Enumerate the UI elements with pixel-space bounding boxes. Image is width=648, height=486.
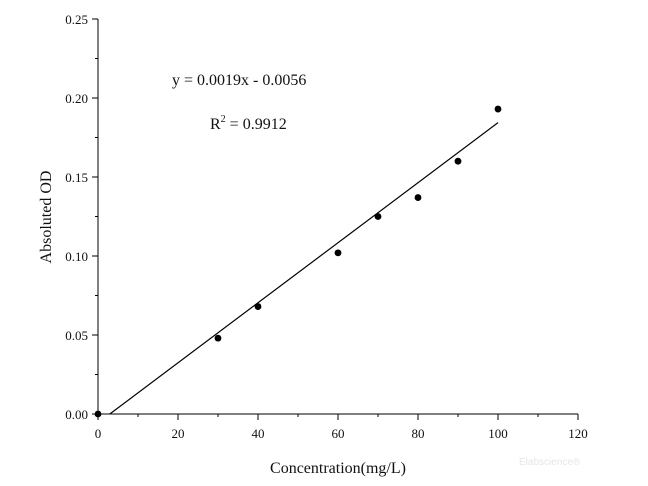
y-tick-label: 0.15: [65, 170, 88, 185]
watermark-logo: Elabscience®: [519, 457, 581, 468]
data-point: [374, 213, 382, 220]
data-points: [94, 105, 502, 418]
x-tick-label: 60: [332, 426, 345, 441]
regression-line: [109, 122, 499, 415]
x-tick-label: 100: [488, 426, 508, 441]
r-squared-value: = 0.9912: [226, 116, 287, 133]
r-squared-exponent: 2: [221, 114, 226, 125]
data-point: [254, 303, 262, 310]
x-tick-label: 120: [568, 426, 588, 441]
y-tick-label: 0.05: [65, 328, 88, 343]
data-point: [94, 410, 102, 418]
y-tick-label: 0.10: [65, 249, 88, 264]
y-tick-label: 0.00: [65, 407, 88, 422]
data-point: [494, 105, 502, 113]
data-point: [454, 157, 462, 165]
y-axis-title: Absoluted OD: [38, 171, 55, 264]
data-point: [214, 334, 222, 342]
y-tick-label: 0.20: [65, 91, 88, 106]
r-squared: R2 = 0.9912: [210, 114, 287, 133]
fit-line-segment: [109, 122, 499, 415]
x-tick-label: 80: [412, 426, 425, 441]
regression-equation: y = 0.0019x - 0.0056: [172, 72, 306, 89]
r-squared-symbol: R: [210, 116, 221, 133]
x-tick-label: 40: [252, 426, 265, 441]
x-tick-label: 0: [95, 426, 102, 441]
y-tick-label: 0.25: [65, 12, 88, 27]
axes: 0 20 40 60 80 100 120 0.00 0.05 0.10 0.15 0.20 0.25: [65, 12, 588, 441]
data-point: [414, 194, 422, 201]
x-axis-title: Concentration(mg/L): [270, 460, 406, 477]
x-tick-label: 20: [172, 426, 185, 441]
data-point: [334, 249, 342, 257]
